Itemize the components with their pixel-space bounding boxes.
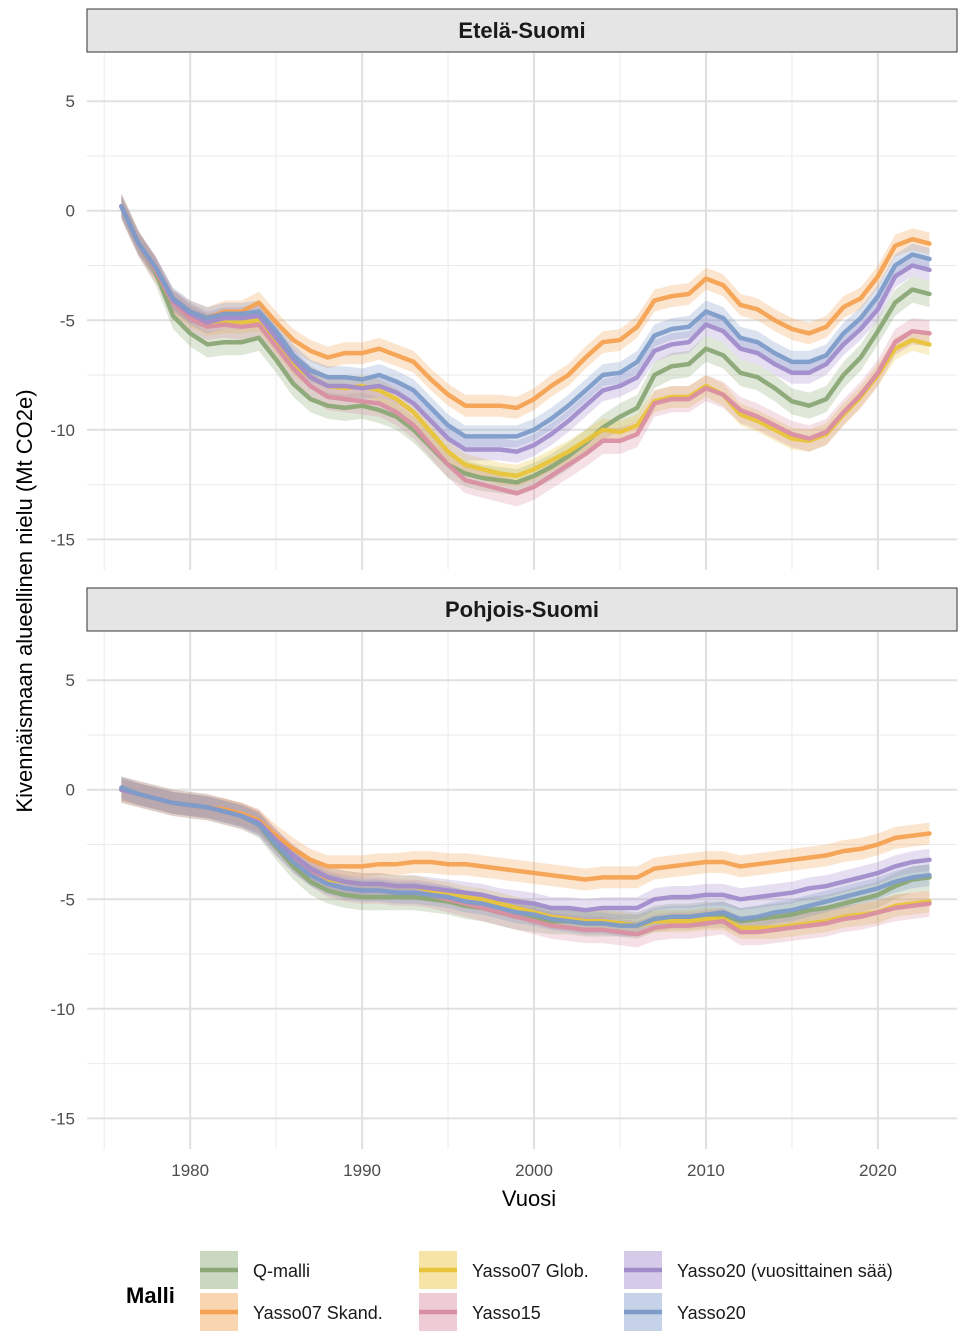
series-lines (119, 785, 932, 937)
series-line-q-malli (119, 204, 932, 485)
legend-item: Yasso07 Skand. (200, 1293, 383, 1331)
facet-strip-title: Etelä-Suomi (458, 18, 585, 43)
series-line-yasso07-skand- (119, 204, 932, 411)
legend-label: Yasso07 Skand. (253, 1303, 383, 1323)
y-tick-label: 0 (66, 781, 75, 800)
band-yasso07-glob- (121, 778, 930, 939)
legend-label: Yasso20 (vuosittainen sää) (677, 1261, 893, 1281)
y-tick-label: -15 (50, 1109, 75, 1128)
y-tick-label: 0 (66, 202, 75, 221)
series-line-yasso20 (119, 204, 932, 439)
facet-strip (86, 587, 958, 632)
confidence-bands (121, 193, 930, 507)
series-line-yasso20-vuosittainen-s- (119, 204, 932, 454)
legend: Malli Q-malli Yasso07 Skand. Yasso07 Glob.… (126, 1251, 893, 1331)
series-line-yasso07-glob- (119, 204, 932, 479)
x-tick-label: 2000 (515, 1161, 553, 1180)
y-axis-title: Kivennäismaan alueellinen nielu (Mt CO2e… (12, 389, 37, 812)
panel-1: Etelä-Suomi 5 0 -5 -10 -15 (50, 8, 958, 570)
legend-label: Yasso15 (472, 1303, 541, 1323)
legend-label: Q-malli (253, 1261, 310, 1281)
y-tick-label: -10 (50, 421, 75, 440)
y-tick-label: -5 (60, 311, 75, 330)
band-q-malli (121, 776, 930, 939)
y-tick-label: 5 (66, 92, 75, 111)
x-axis-title: Vuosi (502, 1186, 556, 1211)
y-tick-label: 5 (66, 671, 75, 690)
legend-item: Yasso20 (vuosittainen sää) (624, 1251, 893, 1289)
facet-strip (86, 8, 958, 53)
x-tick-label: 1980 (171, 1161, 209, 1180)
legend-item: Q-malli (200, 1251, 310, 1289)
x-tick-label: 2010 (687, 1161, 725, 1180)
legend-label: Yasso07 Glob. (472, 1261, 589, 1281)
legend-title: Malli (126, 1283, 175, 1308)
panel-2: Pohjois-Suomi 5 0 -5 -10 -15 1980 1990 2000 2010 2… (50, 587, 958, 1180)
series-line-yasso20 (119, 785, 932, 928)
band-yasso07-skand- (121, 195, 930, 419)
legend-label: Yasso20 (677, 1303, 746, 1323)
band-yasso20-vuosittainen-s- (121, 778, 930, 922)
x-tick-label: 2020 (859, 1161, 897, 1180)
x-tick-label: 1990 (343, 1161, 381, 1180)
series-line-yasso15 (119, 204, 932, 496)
legend-item: Yasso07 Glob. (419, 1251, 589, 1289)
facet-strip-title: Pohjois-Suomi (445, 597, 599, 622)
legend-item: Yasso15 (419, 1293, 541, 1331)
y-tick-label: -5 (60, 890, 75, 909)
series-lines (119, 204, 932, 496)
y-tick-label: -10 (50, 1000, 75, 1019)
y-tick-label: -15 (50, 530, 75, 549)
legend-item: Yasso20 (624, 1293, 746, 1331)
